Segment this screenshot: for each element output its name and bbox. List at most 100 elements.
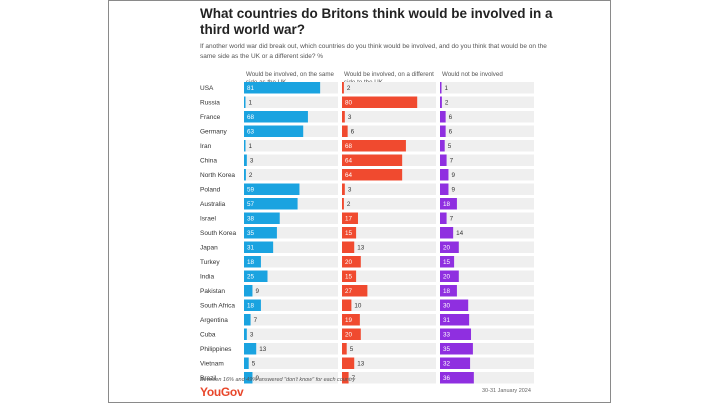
category-label: Philippines <box>200 346 232 353</box>
bar-different-side <box>342 256 361 268</box>
value-label-not-involved: 6 <box>449 114 453 121</box>
bar-not-involved <box>440 328 472 340</box>
bar-track <box>440 154 534 166</box>
chart-subtitle: If another world war did break out, whic… <box>200 43 547 60</box>
bar-not-involved <box>440 125 446 137</box>
bar-not-involved <box>440 154 447 166</box>
bar-different-side <box>342 183 345 195</box>
value-label-different-side: 2 <box>347 85 351 92</box>
bar-different-side <box>342 82 344 94</box>
bar-same-side <box>244 125 304 137</box>
bar-same-side <box>244 212 280 224</box>
bar-same-side <box>244 183 300 195</box>
bar-not-involved <box>440 343 473 355</box>
bar-track <box>342 256 436 268</box>
bar-track <box>440 241 534 253</box>
bar-different-side <box>342 314 360 326</box>
value-label-same-side: 9 <box>255 375 259 382</box>
fieldwork-date: 30-31 January 2024 <box>482 388 531 394</box>
bar-same-side <box>244 328 247 340</box>
bar-track <box>342 285 436 297</box>
chart-title: What countries do Britons think would be… <box>200 6 553 37</box>
category-label: Cuba <box>200 331 216 338</box>
value-label-different-side: 27 <box>345 288 353 295</box>
bar-different-side <box>342 96 418 108</box>
category-label: India <box>200 273 214 280</box>
bar-track <box>440 212 534 224</box>
category-label: Turkey <box>200 259 220 266</box>
bar-track <box>342 357 436 369</box>
value-label-different-side: 20 <box>345 331 353 338</box>
category-label: North Korea <box>200 172 235 179</box>
value-label-same-side: 38 <box>247 215 255 222</box>
bar-track <box>440 285 534 297</box>
bar-track <box>440 357 534 369</box>
bar-same-side <box>244 343 257 355</box>
bar-not-involved <box>440 357 471 369</box>
value-label-not-involved: 18 <box>443 201 451 208</box>
bar-track <box>244 372 338 384</box>
value-label-not-involved: 30 <box>443 302 451 309</box>
bar-track <box>440 343 534 355</box>
bar-not-involved <box>440 111 446 123</box>
bar-different-side <box>342 140 406 152</box>
bar-track <box>440 299 534 311</box>
category-label: Australia <box>200 201 226 208</box>
bar-not-involved <box>440 241 459 253</box>
bar-track <box>440 183 534 195</box>
bar-track <box>440 314 534 326</box>
bar-different-side <box>342 270 357 282</box>
category-label: South Africa <box>200 302 235 309</box>
bar-track <box>244 314 338 326</box>
value-label-different-side: 13 <box>357 244 365 251</box>
bar-track <box>440 227 534 239</box>
bar-different-side <box>342 227 357 239</box>
bar-track <box>440 140 534 152</box>
category-label: Japan <box>200 244 218 251</box>
bar-track <box>440 198 534 210</box>
bar-track <box>440 270 534 282</box>
value-label-same-side: 31 <box>247 244 255 251</box>
bar-same-side <box>244 314 251 326</box>
category-label: USA <box>200 85 214 92</box>
value-label-same-side: 3 <box>250 157 254 164</box>
bar-same-side <box>244 227 277 239</box>
bar-not-involved <box>440 169 449 181</box>
bar-same-side <box>244 198 298 210</box>
value-label-different-side: 19 <box>345 317 353 324</box>
category-label: Vietnam <box>200 360 224 367</box>
bar-track <box>440 328 534 340</box>
bar-track <box>244 328 338 340</box>
value-label-same-side: 63 <box>247 128 255 135</box>
bar-track <box>342 212 436 224</box>
value-label-not-involved: 36 <box>443 375 451 382</box>
bar-different-side <box>342 343 347 355</box>
bar-different-side <box>342 357 355 369</box>
bar-track <box>342 372 436 384</box>
bar-not-involved <box>440 285 457 297</box>
bar-track <box>342 198 436 210</box>
bar-different-side <box>342 154 403 166</box>
value-label-not-involved: 20 <box>443 273 451 280</box>
value-label-not-involved: 31 <box>443 317 451 324</box>
value-label-different-side: 10 <box>354 302 362 309</box>
value-label-not-involved: 7 <box>450 157 454 164</box>
value-label-not-involved: 5 <box>448 143 452 150</box>
value-label-different-side: 3 <box>348 114 352 121</box>
value-label-different-side: 13 <box>357 360 365 367</box>
bar-track <box>244 169 338 181</box>
bar-track <box>244 96 338 108</box>
bar-same-side <box>244 285 253 297</box>
bar-track <box>244 285 338 297</box>
value-label-different-side: 15 <box>345 230 353 237</box>
bar-not-involved <box>440 227 454 239</box>
value-label-different-side: 17 <box>345 215 353 222</box>
bar-track <box>244 299 338 311</box>
value-label-same-side: 2 <box>249 172 253 179</box>
value-label-different-side: 7 <box>352 375 356 382</box>
value-label-same-side: 25 <box>247 273 255 280</box>
yougov-logo: YouGov <box>200 385 244 399</box>
bar-track <box>244 140 338 152</box>
bar-not-involved <box>440 256 455 268</box>
category-label: Russia <box>200 99 220 106</box>
